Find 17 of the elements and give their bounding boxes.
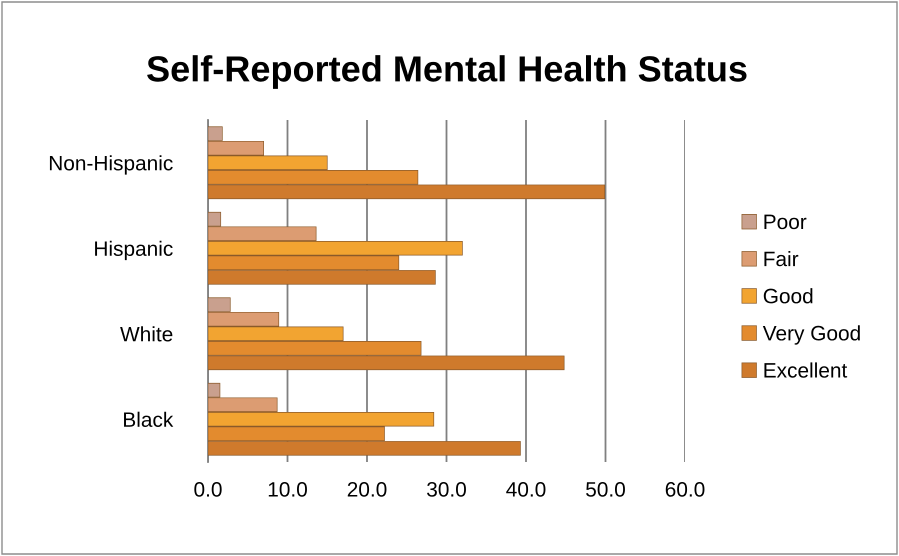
y-tick-label: Non-Hispanic — [50, 155, 173, 175]
y-tick-label: Black — [124, 412, 174, 428]
legend-label: Very Good — [762, 325, 860, 345]
legend-label: Fair — [764, 251, 798, 266]
legend-label: Excellent — [764, 362, 848, 378]
x-tick-label: 40.0 — [506, 482, 546, 497]
legend-label: Poor — [764, 214, 806, 230]
chart-title: Self-Reported Mental Health Status — [147, 55, 747, 89]
legend-label: Good — [764, 288, 812, 304]
y-tick-label: Hispanic — [95, 240, 173, 260]
x-tick-label: 50.0 — [586, 482, 625, 497]
x-tick-label: 10.0 — [268, 482, 307, 497]
x-tick-label: 0.0 — [194, 482, 222, 497]
x-tick-label: 20.0 — [348, 482, 386, 497]
y-tick-label: White — [120, 326, 172, 342]
x-tick-label: 30.0 — [427, 482, 466, 497]
x-tick-label: 60.0 — [666, 482, 704, 497]
